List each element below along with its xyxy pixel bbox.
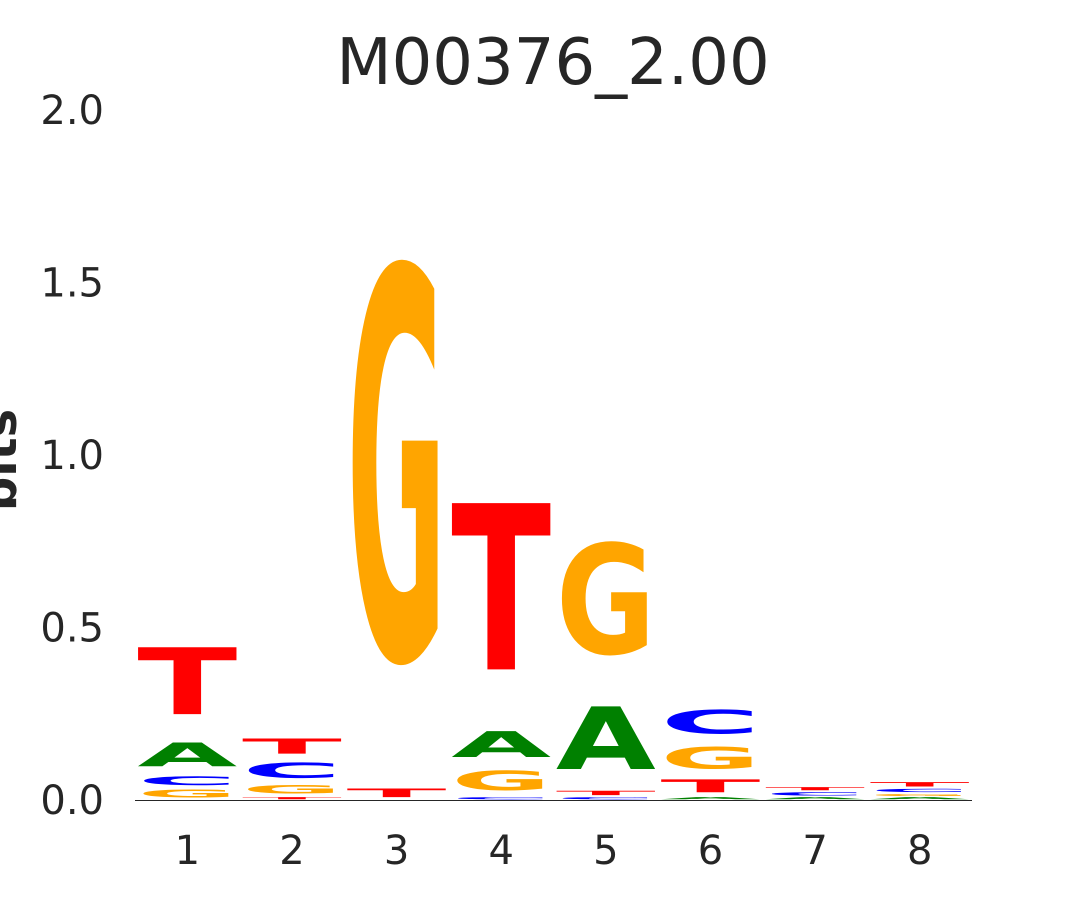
logo-letter-t: T [660,776,760,797]
x-tick-label: 2 [279,828,304,874]
logo-letter-c: C [137,774,237,788]
logo-letter-a: A [137,737,237,775]
logo-letter-t: T [137,629,237,736]
x-tick-label: 7 [802,828,827,874]
y-tick-label: 2.0 [40,88,104,134]
logo-letter-a: A [870,797,970,800]
y-tick-label: 0.5 [40,606,104,652]
logo-letter-a: A [765,797,865,800]
logo-letter-c: C [660,704,760,742]
y-tick-label: 1.5 [40,261,104,307]
x-tick-label: 5 [593,828,618,874]
logo-letter-g: G [556,515,656,690]
logo-letter-a: A [556,689,656,789]
x-tick-label: 4 [488,828,513,874]
logo-letter-g: G [137,788,237,800]
y-tick-label: 1.0 [40,433,104,479]
x-axis-ticks: 1 2 3 4 5 6 7 8 [175,828,933,874]
logo-letter-g: G [451,765,551,796]
logo-letter-t: T [765,786,865,791]
x-tick-label: 1 [175,828,200,874]
logo-letter-t: T [242,797,342,800]
logo-letter-t: T [870,781,970,788]
logo-letter-g: G [242,783,342,797]
logo-letter-c: C [765,791,865,796]
logo-letter-c: C [556,797,656,800]
y-tick-label: 0.0 [40,778,104,824]
y-axis-label: bits [0,409,28,511]
logo-letter-a: A [451,724,551,765]
logo-letter-c: C [870,788,970,793]
logo-letter-a: A [660,797,760,800]
y-axis-ticks: 0.0 0.5 1.0 1.5 2.0 [40,88,104,824]
x-tick-label: 3 [384,828,409,874]
x-tick-label: 8 [907,828,932,874]
x-tick-label: 6 [698,828,723,874]
logo-letter-c: C [451,797,551,800]
logo-letter-g: G [660,741,760,775]
logo-letter-c: C [242,759,342,783]
logo-letter-t: T [451,459,551,724]
logo-letter-g: G [870,793,970,796]
logo-letter-t: T [242,734,342,758]
logo-letter-t: T [556,790,656,797]
chart-title: M00376_2.00 [336,26,769,100]
logo-letter-g: G [347,160,447,785]
logo-letter-t: T [347,786,447,800]
